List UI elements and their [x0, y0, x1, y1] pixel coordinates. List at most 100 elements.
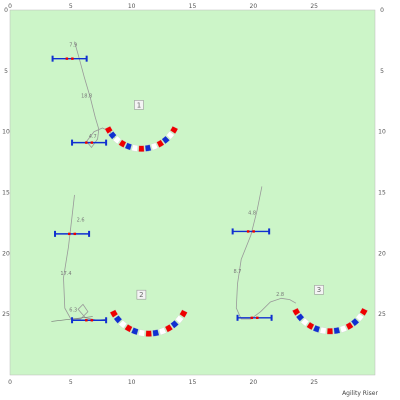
tunnel-segment — [109, 309, 119, 318]
jump-wing-left — [231, 228, 234, 235]
jump-center-red — [250, 316, 254, 320]
tunnel-segment — [300, 317, 310, 327]
y-tick-left: 15 — [2, 190, 10, 197]
jump-wing-left — [51, 55, 54, 62]
tunnel-segment — [164, 324, 174, 333]
footer-label: Agility Riser — [342, 390, 378, 397]
tunnel-segment — [350, 317, 360, 327]
path-distance-label: 17.4 — [60, 271, 71, 277]
tunnel-segment — [131, 144, 138, 152]
jump-wing-right — [268, 228, 271, 235]
tunnel-segment — [359, 307, 368, 316]
tunnel-segment — [158, 327, 167, 336]
jump-center-red — [73, 232, 77, 236]
path-distance-label: 6.3 — [69, 308, 77, 314]
jump-bar — [71, 139, 108, 146]
panel-number: 3 — [317, 286, 321, 294]
jump-wing-right — [105, 317, 108, 324]
y-tick-left: 25 — [2, 311, 10, 318]
jump-center-red — [71, 57, 74, 60]
tunnel-segment — [306, 321, 315, 331]
jump-center-red — [85, 319, 88, 322]
jump-wing-left — [71, 139, 74, 146]
tunnel-segment — [166, 131, 175, 140]
jump-bar — [231, 228, 271, 235]
y-tick-left: 20 — [2, 250, 10, 257]
panel-number: 2 — [139, 291, 143, 299]
x-tick-bottom: 10 — [128, 379, 136, 386]
tunnel-segment — [130, 327, 139, 336]
path-distance-label: 7.9 — [69, 43, 77, 49]
path-distance-label: 4.8 — [248, 210, 256, 216]
tunnel-segment — [175, 315, 184, 324]
x-tick-top: 25 — [310, 3, 318, 10]
tunnel-segment — [169, 126, 179, 134]
x-tick-bottom: 5 — [69, 379, 73, 386]
jump-wing-left — [54, 230, 57, 237]
field-background — [9, 9, 376, 376]
tunnel — [104, 126, 179, 152]
x-tick-bottom: 15 — [189, 379, 197, 386]
panel-number: 1 — [137, 101, 141, 109]
path-distance-label: 18.8 — [81, 94, 92, 100]
jump-center-red — [90, 141, 94, 144]
jump-center-red — [68, 232, 71, 236]
tunnel-segment — [152, 329, 160, 337]
jump-center-red — [246, 230, 250, 233]
tunnel-segment — [333, 326, 341, 335]
x-tick-top: 5 — [69, 3, 73, 10]
jump-wing-right — [88, 230, 91, 237]
jump-bar — [236, 314, 273, 321]
tunnel — [292, 307, 368, 335]
course-panel: 7.9 18.8 4.7 1 — [51, 41, 179, 152]
tunnel-segment — [113, 315, 123, 324]
jump-wing-right — [85, 55, 88, 62]
jump-bar — [51, 55, 88, 62]
tunnel-segment — [118, 139, 127, 148]
tunnel-segment — [295, 313, 305, 322]
dog-path — [74, 41, 115, 149]
jump-center-red — [90, 319, 94, 322]
tunnel-segment — [124, 324, 133, 333]
x-tick-bottom: 25 — [310, 379, 318, 386]
tunnel-segment — [138, 145, 145, 152]
tunnel-segment — [339, 324, 348, 333]
jump-wing-left — [236, 314, 239, 321]
tunnel-segment — [170, 319, 179, 329]
x-tick-top: 20 — [250, 3, 258, 10]
tunnel-segment — [312, 324, 321, 333]
y-tick-left: 10 — [2, 129, 10, 136]
tunnel-segment — [118, 319, 128, 329]
jump-wing-left — [71, 317, 74, 324]
tunnel-segment — [145, 330, 152, 337]
x-tick-bottom: 0 — [8, 379, 12, 386]
dog-path — [63, 194, 108, 321]
panel-number-box — [136, 289, 147, 300]
course-panels: 7.9 18.8 4.7 1 2.6 17.4 6.3 2 4.8 8.7 2.8 3 — [51, 41, 368, 337]
panel-number-box — [314, 285, 324, 295]
tunnel-segment — [345, 321, 354, 331]
jump-center-red — [85, 141, 88, 144]
x-tick-top: 0 — [8, 3, 12, 10]
jump-bar — [71, 317, 108, 324]
tunnel-segment — [112, 135, 122, 145]
tunnel-segment — [156, 139, 165, 148]
path-distance-label: 2.8 — [276, 292, 284, 298]
tunnel-segment — [319, 326, 327, 335]
y-tick-left: 0 — [4, 7, 8, 14]
jump-center-red — [65, 57, 69, 60]
y-tick-left: 5 — [4, 68, 8, 75]
y-tick-right: 5 — [380, 68, 384, 75]
x-tick-top: 10 — [128, 3, 136, 10]
panel-number-box — [134, 100, 144, 110]
course-panel: 4.8 8.7 2.8 3 — [231, 186, 368, 335]
y-tick-right: 15 — [378, 190, 386, 197]
path-distance-label: 2.6 — [77, 218, 85, 224]
y-tick-right: 0 — [380, 7, 384, 14]
x-tick-top: 15 — [189, 3, 197, 10]
tunnel-segment — [161, 135, 170, 145]
tunnel-segment — [179, 309, 188, 318]
tunnel-segment — [124, 142, 133, 151]
